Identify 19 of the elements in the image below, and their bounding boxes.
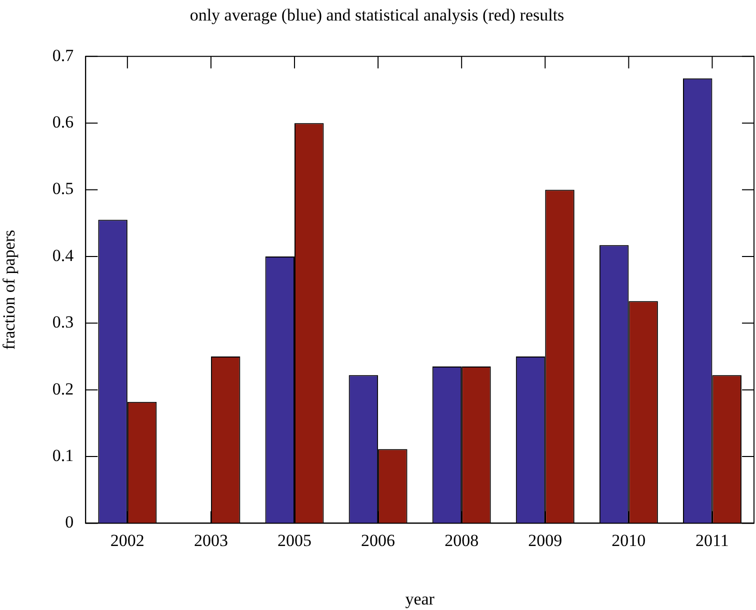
x-tick-label: 2003 — [194, 530, 228, 550]
y-tick-label: 0.2 — [52, 379, 74, 398]
y-tick-label: 0.5 — [52, 179, 74, 198]
x-tick-label: 2006 — [361, 530, 396, 550]
x-tick-label: 2009 — [528, 530, 562, 550]
x-tick-label: 2002 — [110, 530, 144, 550]
x-axis-title: year — [405, 589, 435, 608]
y-tick-label: 0.3 — [52, 312, 74, 332]
x-tick-label: 2008 — [444, 530, 479, 550]
y-tick-label: 0.7 — [52, 46, 74, 65]
x-tick-label: 2011 — [696, 530, 729, 550]
y-tick-label: 0 — [65, 512, 74, 532]
y-tick-label: 0.6 — [52, 112, 74, 132]
x-tick-label: 2010 — [612, 530, 646, 550]
y-tick-label: 0.4 — [52, 246, 74, 265]
x-tick-label: 2005 — [278, 530, 312, 550]
chart-title: only average (blue) and statistical analysis (red) results — [190, 6, 564, 25]
y-tick-label: 0.1 — [52, 446, 74, 465]
y-axis-title: fraction of papers — [0, 230, 19, 350]
